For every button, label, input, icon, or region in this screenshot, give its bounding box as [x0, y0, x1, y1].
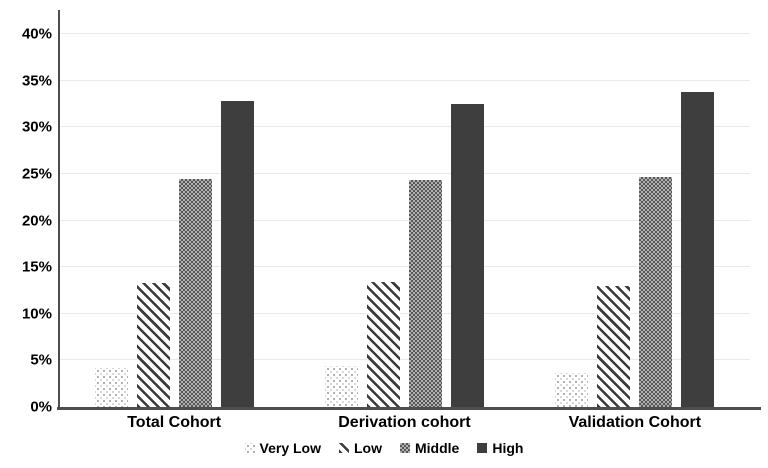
legend-label: Very Low: [259, 440, 321, 456]
y-axis-tick-label: 35%: [21, 72, 52, 90]
gridline: [59, 173, 750, 175]
x-axis-label-validation-cohort: Validation Cohort: [568, 414, 702, 431]
legend-item-very-low: Very Low: [244, 440, 321, 456]
legend-item-low: Low: [339, 441, 382, 455]
gridline: [59, 312, 750, 314]
bar-high-total-cohort: [220, 101, 254, 407]
legend-item-high: High: [477, 441, 523, 455]
y-axis-tick-label: 30%: [21, 118, 52, 136]
bar-low-validation-cohort: [597, 285, 631, 407]
gridline: [59, 266, 750, 268]
bar-middle-validation-cohort: [639, 176, 673, 407]
bar-very-low-derivation-cohort: [324, 366, 358, 407]
bar-middle-derivation-cohort: [408, 179, 442, 407]
x-axis-label-total-cohort: Total Cohort: [127, 414, 222, 431]
chart-legend: Very Low Low Middle High: [0, 441, 768, 455]
y-axis-line: [58, 10, 60, 409]
bar-group-derivation-cohort: [289, 10, 519, 407]
bar-very-low-validation-cohort: [555, 373, 589, 407]
bar-groups: [59, 10, 750, 407]
y-axis-tick-label: 15%: [21, 258, 52, 276]
gridline: [59, 79, 750, 81]
bar-middle-total-cohort: [178, 178, 212, 407]
gridline: [59, 359, 750, 361]
legend-item-middle: Middle: [400, 441, 459, 455]
bar-low-derivation-cohort: [366, 282, 400, 407]
legend-label: Middle: [415, 440, 460, 456]
gridline: [59, 33, 750, 35]
legend-label: High: [492, 440, 524, 456]
y-axis-tick-label: 10%: [21, 305, 52, 323]
legend-swatch-low-icon: [339, 443, 349, 453]
legend-swatch-middle-icon: [400, 443, 410, 453]
bar-very-low-total-cohort: [94, 367, 128, 407]
y-axis-tick-label: 5%: [30, 351, 52, 369]
bar-low-total-cohort: [136, 283, 170, 407]
gridline: [59, 126, 750, 128]
legend-label: Low: [354, 440, 382, 456]
plot-area: [59, 10, 750, 407]
y-axis-tick-labels: 0% 5% 10% 15% 20% 25% 30% 35% 40%: [0, 10, 52, 415]
bar-high-derivation-cohort: [450, 104, 484, 407]
bar-high-validation-cohort: [681, 92, 715, 407]
bar-group-validation-cohort: [520, 10, 750, 407]
x-axis-category-labels: Total Cohort Derivation cohort Validation …: [59, 414, 750, 432]
legend-swatch-very-low-icon: [244, 443, 255, 453]
bar-group-total-cohort: [59, 10, 289, 407]
y-axis-tick-label: 25%: [21, 165, 52, 183]
legend-swatch-high-icon: [477, 443, 488, 453]
y-axis-tick-label: 0%: [30, 398, 52, 416]
gridline: [59, 219, 750, 221]
y-axis-tick-label: 40%: [21, 25, 52, 43]
x-axis-line: [57, 407, 761, 410]
y-axis-tick-label: 20%: [21, 212, 52, 230]
x-axis-label-derivation-cohort: Derivation cohort: [338, 414, 471, 431]
